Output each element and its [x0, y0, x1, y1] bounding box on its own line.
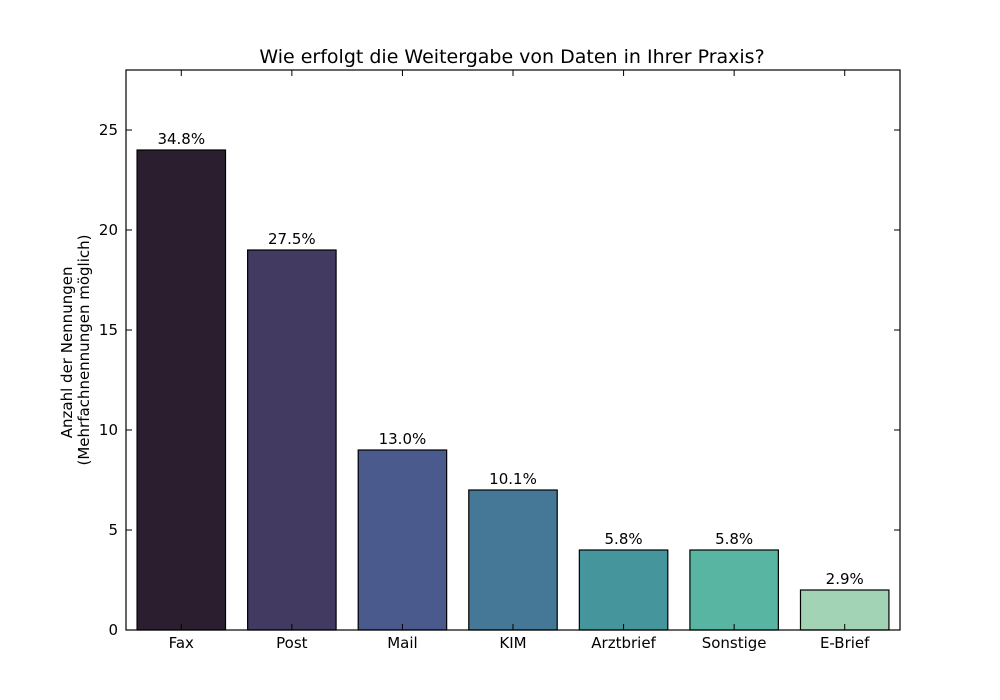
bar-e-brief	[799, 589, 890, 631]
y-tick-label: 0	[108, 621, 118, 639]
y-tick-label: 5	[108, 521, 118, 539]
bar-post	[247, 249, 337, 631]
bar-fax	[136, 149, 227, 631]
y-tick-label: 10	[99, 421, 118, 439]
bar-mail	[357, 449, 448, 631]
x-tick-label: Arztbrief	[591, 634, 656, 652]
data-label: 5.8%	[715, 530, 753, 548]
bars-layer: 34.8% 27.5% 13.0% 10.1% 5.8% 5.8% 2.9%	[136, 130, 890, 631]
bar-arztbrief	[578, 549, 669, 631]
data-label: 13.0%	[379, 430, 427, 448]
chart-title: Wie erfolgt die Weitergabe von Daten in …	[259, 46, 764, 68]
x-tick-label: KIM	[499, 634, 526, 652]
axes-layer: Fax Post Mail KIM Arztbrief Sonstige E-Brief 0 5…	[99, 69, 901, 652]
data-label: 5.8%	[605, 530, 643, 548]
bar-sonstige	[689, 549, 779, 631]
y-axis-label-line-2: (Mehrfachnennungen möglich)	[75, 235, 93, 466]
x-tick-label: Sonstige	[702, 634, 767, 652]
y-tick-label: 25	[99, 121, 118, 139]
x-tick-label: Mail	[387, 634, 417, 652]
y-axis-label-line-1: Anzahl der Nennungen	[58, 267, 76, 439]
data-label: 2.9%	[826, 570, 864, 588]
data-label: 27.5%	[268, 230, 316, 248]
x-tick-label: E-Brief	[820, 634, 870, 652]
bar-kim	[468, 489, 558, 631]
x-tick-label: Post	[276, 634, 308, 652]
x-tick-label: Fax	[169, 634, 194, 652]
data-label: 10.1%	[489, 470, 537, 488]
y-tick-label: 15	[99, 321, 118, 339]
y-axis-label: Anzahl der Nennungen (Mehrfachnennungen …	[58, 235, 93, 466]
plot-frame	[125, 69, 901, 631]
y-tick-label: 20	[99, 221, 118, 239]
data-label: 34.8%	[157, 130, 205, 148]
